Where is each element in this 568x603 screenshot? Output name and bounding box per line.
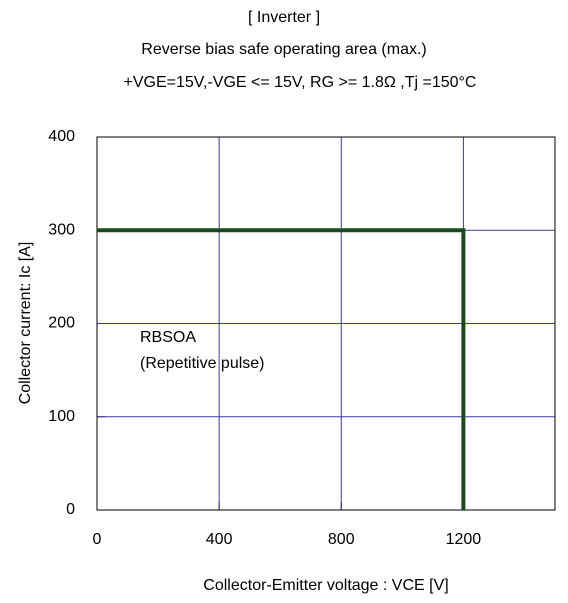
x-tick-label: 800 [328, 531, 355, 548]
chart-conditions: +VGE=15V,-VGE <= 15V, RG >= 1.8Ω ,Tj =15… [124, 74, 477, 91]
chart-title: [ Inverter ] [248, 9, 320, 26]
series-line [97, 228, 466, 510]
plot-frame [96, 136, 556, 511]
chart-subtitle: Reverse bias safe operating area (max.) [141, 41, 426, 58]
y-tick-label: 400 [48, 128, 75, 145]
x-tick-label: 400 [206, 531, 233, 548]
x-tick-label: 0 [93, 531, 102, 548]
y-tick-label: 200 [48, 315, 75, 332]
y-axis-label: Collector current: Ic [A] [17, 242, 34, 405]
annotation: RBSOA [140, 329, 196, 346]
x-tick-label: 1200 [446, 531, 482, 548]
annotation: (Repetitive pulse) [140, 355, 265, 372]
y-tick-label: 0 [66, 501, 75, 518]
y-tick-label: 300 [48, 221, 75, 238]
y-tick-label: 100 [48, 408, 75, 425]
x-axis-label: Collector-Emitter voltage : VCE [V] [203, 577, 448, 594]
